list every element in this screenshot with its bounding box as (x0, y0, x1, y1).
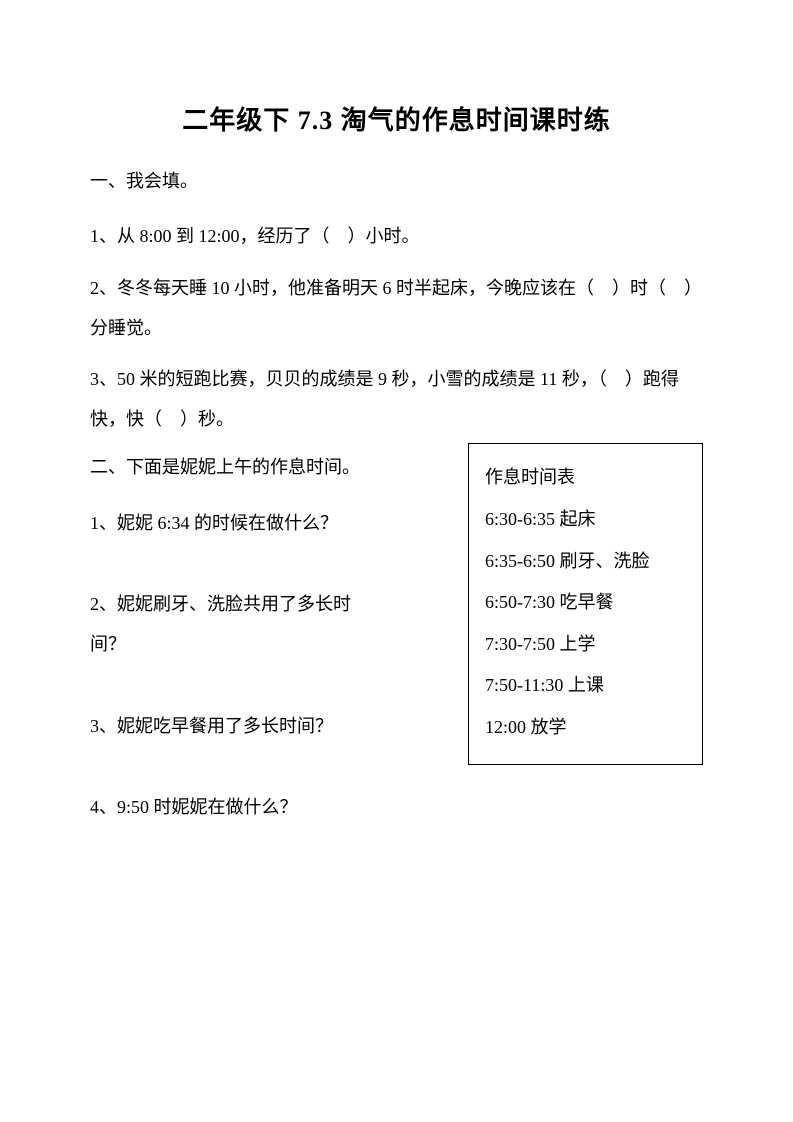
schedule-title: 作息时间表 (485, 458, 686, 498)
question-1-2: 2、冬冬每天睡 10 小时，他准备明天 6 时半起床，今晚应该在（ ）时（ ）分… (90, 269, 703, 348)
section-one: 一、我会填。 1、从 8:00 到 12:00，经历了（ ）小时。 2、冬冬每天… (90, 165, 703, 439)
worksheet-title: 二年级下 7.3 淘气的作息时间课时练 (90, 100, 703, 137)
section-two-questions: 1、妮妮 6:34 的时候在做什么？ 2、妮妮刷牙、洗脸共用了多长时间？ 3、妮… (90, 504, 370, 828)
schedule-item-3: 6:50-7:30 吃早餐 (485, 583, 686, 623)
section-one-header: 一、我会填。 (90, 165, 703, 197)
schedule-item-1: 6:30-6:35 起床 (485, 500, 686, 540)
schedule-table: 作息时间表 6:30-6:35 起床 6:35-6:50 刷牙、洗脸 6:50-… (468, 443, 703, 764)
worksheet-content: 二年级下 7.3 淘气的作息时间课时练 一、我会填。 1、从 8:00 到 12… (90, 100, 703, 828)
question-1-3: 3、50 米的短跑比赛，贝贝的成绩是 9 秒，小雪的成绩是 11 秒，（ ）跑得… (90, 360, 703, 439)
section-two: 二、下面是妮妮上午的作息时间。 1、妮妮 6:34 的时候在做什么？ 2、妮妮刷… (90, 451, 703, 827)
question-2-2: 2、妮妮刷牙、洗脸共用了多长时间？ (90, 585, 370, 664)
schedule-item-4: 7:30-7:50 上学 (485, 625, 686, 665)
schedule-item-5: 7:50-11:30 上课 (485, 666, 686, 706)
schedule-item-6: 12:00 放学 (485, 708, 686, 748)
question-2-1: 1、妮妮 6:34 的时候在做什么？ (90, 504, 370, 544)
question-2-3: 3、妮妮吃早餐用了多长时间？ (90, 707, 370, 747)
schedule-item-2: 6:35-6:50 刷牙、洗脸 (485, 542, 686, 582)
question-2-4: 4、9:50 时妮妮在做什么？ (90, 788, 370, 828)
question-1-1: 1、从 8:00 到 12:00，经历了（ ）小时。 (90, 217, 703, 257)
